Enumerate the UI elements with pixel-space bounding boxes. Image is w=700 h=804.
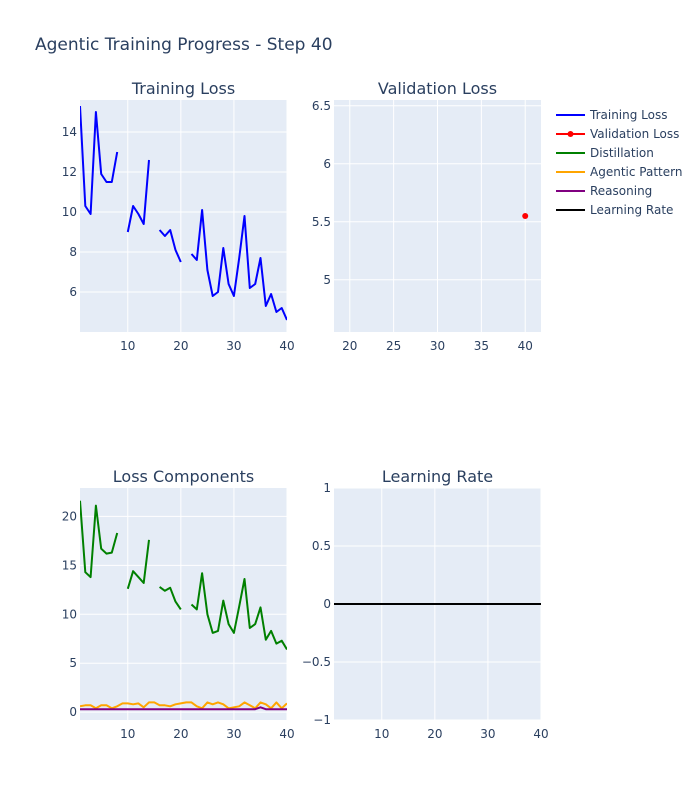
y-tick-label: 15 xyxy=(62,558,77,572)
x-tick-label: 40 xyxy=(533,727,548,741)
legend-item-distillation[interactable]: Distillation xyxy=(556,146,654,160)
plot-area xyxy=(80,488,287,720)
panel-learning-rate: 10 20 30 40 −1 −0.5 0 0.5 1 Learning Rate xyxy=(302,467,549,741)
x-tick-label: 35 xyxy=(474,339,489,353)
y-tick-label: 5 xyxy=(69,656,77,670)
series-group xyxy=(80,105,287,321)
panel-validation-loss: 20 25 30 35 40 5 5.5 6 6.5 Validation Loss xyxy=(312,79,541,353)
y-tick-label: 6 xyxy=(69,285,77,299)
y-tick-label: −1 xyxy=(313,713,331,727)
y-tick-label: 14 xyxy=(62,125,77,139)
x-tick-label: 25 xyxy=(386,339,401,353)
legend-label: Distillation xyxy=(590,146,654,160)
legend-label: Training Loss xyxy=(589,108,667,122)
y-tick-label: 12 xyxy=(62,165,77,179)
y-tick-label: 6.5 xyxy=(312,99,331,113)
x-tick-label: 20 xyxy=(427,727,442,741)
legend-item-reasoning[interactable]: Reasoning xyxy=(556,184,652,198)
reasoning-line xyxy=(80,706,287,711)
legend: Training Loss Validation Loss Distillation… xyxy=(556,108,682,217)
legend-marker xyxy=(567,131,574,137)
legend-label: Validation Loss xyxy=(590,127,679,141)
x-tick-label: 40 xyxy=(279,727,294,741)
x-tick-label: 10 xyxy=(374,727,389,741)
series-group xyxy=(80,500,287,711)
x-tick-label: 30 xyxy=(226,727,241,741)
legend-label: Learning Rate xyxy=(590,203,673,217)
y-tick-label: 1 xyxy=(323,481,331,495)
distillation-line xyxy=(80,500,287,651)
y-tick-label: −0.5 xyxy=(302,655,331,669)
subplot-title: Loss Components xyxy=(113,467,254,486)
training-loss-line xyxy=(80,105,287,321)
y-tick-label: 10 xyxy=(62,607,77,621)
panel-training-loss: 10 20 30 40 6 8 10 12 14 Training Loss xyxy=(62,79,295,353)
legend-item-validation-loss[interactable]: Validation Loss xyxy=(556,127,679,141)
x-tick-label: 30 xyxy=(430,339,445,353)
y-tick-label: 8 xyxy=(69,245,77,259)
x-tick-label: 20 xyxy=(342,339,357,353)
x-tick-label: 40 xyxy=(518,339,533,353)
y-tick-label: 20 xyxy=(62,509,77,523)
subplot-title: Training Loss xyxy=(131,79,235,98)
x-tick-label: 40 xyxy=(279,339,294,353)
series-group xyxy=(522,213,529,219)
y-tick-label: 0 xyxy=(323,597,331,611)
x-tick-label: 30 xyxy=(480,727,495,741)
validation-loss-point xyxy=(522,213,529,219)
x-tick-label: 30 xyxy=(226,339,241,353)
y-tick-label: 6 xyxy=(323,157,331,171)
legend-item-training-loss[interactable]: Training Loss xyxy=(556,108,667,122)
legend-item-learning-rate[interactable]: Learning Rate xyxy=(556,203,673,217)
x-tick-label: 10 xyxy=(120,727,135,741)
subplot-title: Validation Loss xyxy=(378,79,497,98)
legend-label: Reasoning xyxy=(590,184,652,198)
panel-loss-components: 10 20 30 40 0 5 10 15 20 Loss Components xyxy=(62,467,295,741)
y-tick-label: 10 xyxy=(62,205,77,219)
y-tick-label: 0 xyxy=(69,705,77,719)
legend-item-agentic-pattern[interactable]: Agentic Pattern xyxy=(556,165,682,179)
x-tick-label: 20 xyxy=(173,339,188,353)
y-tick-label: 5.5 xyxy=(312,215,331,229)
plot-area xyxy=(80,100,287,332)
agentic-pattern-line xyxy=(80,701,287,710)
x-tick-label: 10 xyxy=(120,339,135,353)
x-tick-label: 20 xyxy=(173,727,188,741)
y-tick-label: 5 xyxy=(323,273,331,287)
subplot-title: Learning Rate xyxy=(382,467,493,486)
figure-title: Agentic Training Progress - Step 40 xyxy=(35,35,333,55)
legend-label: Agentic Pattern xyxy=(590,165,682,179)
y-tick-label: 0.5 xyxy=(312,539,331,553)
